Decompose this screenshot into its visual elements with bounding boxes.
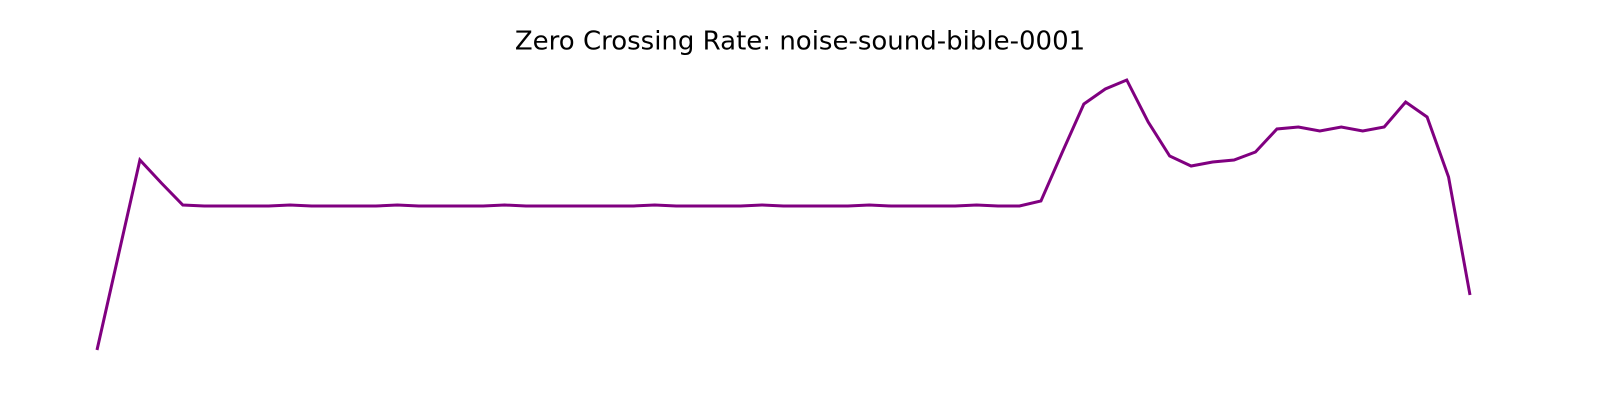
line-series — [95, 78, 1472, 351]
chart-title: Zero Crossing Rate: noise-sound-bible-00… — [515, 27, 1085, 57]
